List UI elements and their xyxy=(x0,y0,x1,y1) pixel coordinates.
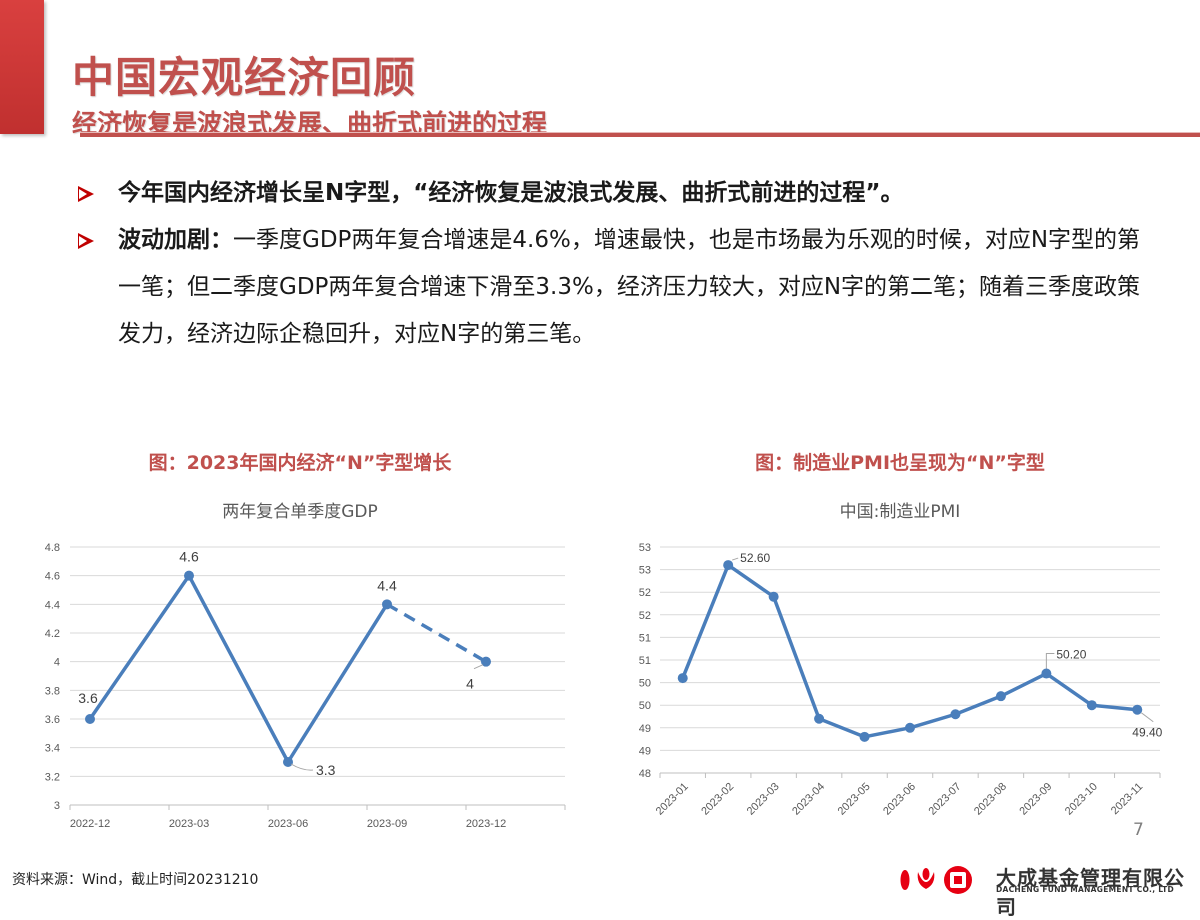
y-tick-label: 3.2 xyxy=(45,771,60,783)
y-tick-label: 4.6 xyxy=(45,571,60,583)
data-point xyxy=(768,591,779,602)
gdp-line-chart: 3 3.2 3.4 3.6 3.8 4 4.2 4.4 4.6 4.8 2022-12 2023-03… xyxy=(45,542,566,830)
y-tick-label: 49 xyxy=(639,723,651,735)
x-tick-label: 2023-08 xyxy=(972,781,1009,818)
x-tick-label: 2022-12 xyxy=(70,818,110,830)
data-point xyxy=(677,673,688,684)
data-label: 3.6 xyxy=(78,690,98,706)
x-tick-label: 2023-07 xyxy=(927,781,964,818)
pmi-chart-title: 中国:制造业PMI xyxy=(839,502,961,522)
data-point xyxy=(184,570,194,581)
logo-text-en: DACHENG FUND MANAGEMENT CO., LTD xyxy=(996,885,1175,894)
y-tick-label: 50 xyxy=(639,678,651,690)
page-number: 7 xyxy=(1133,820,1144,840)
y-tick-label: 4.4 xyxy=(45,599,60,611)
y-tick-label: 3.6 xyxy=(45,714,60,726)
y-tick-label: 51 xyxy=(639,655,651,667)
y-tick-label: 49 xyxy=(639,745,651,757)
bullet-item: 波动加剧：一季度GDP两年复合增速是4.6%，增速最快，也是市场最为乐观的时候，… xyxy=(70,217,1160,358)
page-title: 中国宏观经济回顾 xyxy=(72,53,417,102)
data-label: 52.60 xyxy=(740,551,770,565)
data-point xyxy=(995,691,1006,702)
x-tick-label: 2023-09 xyxy=(367,818,407,830)
x-tick-label: 2023-03 xyxy=(169,818,209,830)
data-point xyxy=(1041,668,1052,679)
bullet-lead: 波动加剧： xyxy=(118,227,233,253)
data-label: 3.3 xyxy=(316,762,336,778)
gdp-chart-title: 两年复合单季度GDP xyxy=(222,502,378,522)
y-tick-label: 53 xyxy=(639,542,651,554)
data-label: 4.6 xyxy=(179,549,199,565)
data-label: 4.4 xyxy=(377,577,397,593)
data-label: 4 xyxy=(466,676,474,692)
x-tick-label: 2023-01 xyxy=(654,781,691,818)
bullet-body: 一季度GDP两年复合增速是4.6%，增速最快，也是市场最为乐观的时候，对应N字型… xyxy=(118,227,1141,347)
gdp-series-line xyxy=(88,573,389,764)
y-tick-label: 50 xyxy=(639,700,651,712)
data-point xyxy=(481,656,491,667)
y-tick-label: 48 xyxy=(639,768,651,780)
y-tick-label: 52 xyxy=(639,610,651,622)
y-tick-label: 52 xyxy=(639,587,651,599)
x-tick-label: 2023-11 xyxy=(1109,781,1145,817)
x-tick-label: 2023-03 xyxy=(745,781,782,818)
y-tick-label: 4.8 xyxy=(45,542,60,554)
gdp-chart-caption: 图：2023年国内经济“N”字型增长 xyxy=(148,452,452,474)
bullet-item: 今年国内经济增长呈N字型，“经济恢复是波浪式发展、曲折式前进的过程”。 xyxy=(70,170,1160,217)
dacheng-logo-icon xyxy=(900,866,972,894)
y-tick-label: 4.2 xyxy=(45,628,60,640)
x-tick-label: 2023-06 xyxy=(268,818,308,830)
data-point xyxy=(905,722,915,733)
y-tick-label: 51 xyxy=(639,632,651,644)
y-tick-label: 4 xyxy=(54,657,60,669)
x-tick-label: 2023-10 xyxy=(1063,781,1100,818)
data-point xyxy=(723,560,734,571)
data-point xyxy=(283,757,293,767)
data-source-note: 资料来源：Wind，截止时间20231210 xyxy=(12,872,259,888)
bullet-lead: 今年国内经济增长呈N字型，“经济恢复是波浪式发展、曲折式前进的过程”。 xyxy=(118,180,904,206)
y-tick-label: 3.8 xyxy=(45,685,60,697)
data-label: 49.40 xyxy=(1132,726,1162,740)
arrow-bullet-icon xyxy=(78,233,94,249)
arrow-bullet-icon xyxy=(78,186,94,202)
x-tick-label: 2023-05 xyxy=(836,781,873,818)
data-point xyxy=(814,713,825,724)
x-tick-label: 2023-12 xyxy=(466,818,506,830)
y-tick-label: 3 xyxy=(54,800,60,812)
x-tick-label: 2023-04 xyxy=(790,781,827,818)
data-point xyxy=(859,731,870,742)
x-tick-label: 2023-09 xyxy=(1017,781,1054,818)
y-tick-label: 53 xyxy=(639,565,651,577)
x-tick-label: 2023-06 xyxy=(881,781,918,818)
data-point xyxy=(1132,704,1143,715)
data-point xyxy=(950,709,961,720)
header-accent-bar xyxy=(0,0,44,134)
data-label: 50.20 xyxy=(1056,648,1086,662)
company-logo: 大成基金管理有限公司 DACHENG FUND MANAGEMENT CO., … xyxy=(896,862,1196,919)
pmi-chart-caption: 图：制造业PMI也呈现为“N”字型 xyxy=(755,452,1045,474)
data-point xyxy=(1086,700,1097,711)
data-point xyxy=(382,599,392,610)
bullet-list: 今年国内经济增长呈N字型，“经济恢复是波浪式发展、曲折式前进的过程”。 波动加剧… xyxy=(70,170,1160,358)
y-tick-label: 3.4 xyxy=(45,743,60,755)
data-point xyxy=(85,714,95,724)
x-tick-label: 2023-02 xyxy=(699,781,736,818)
subtitle-underline xyxy=(80,132,1200,137)
